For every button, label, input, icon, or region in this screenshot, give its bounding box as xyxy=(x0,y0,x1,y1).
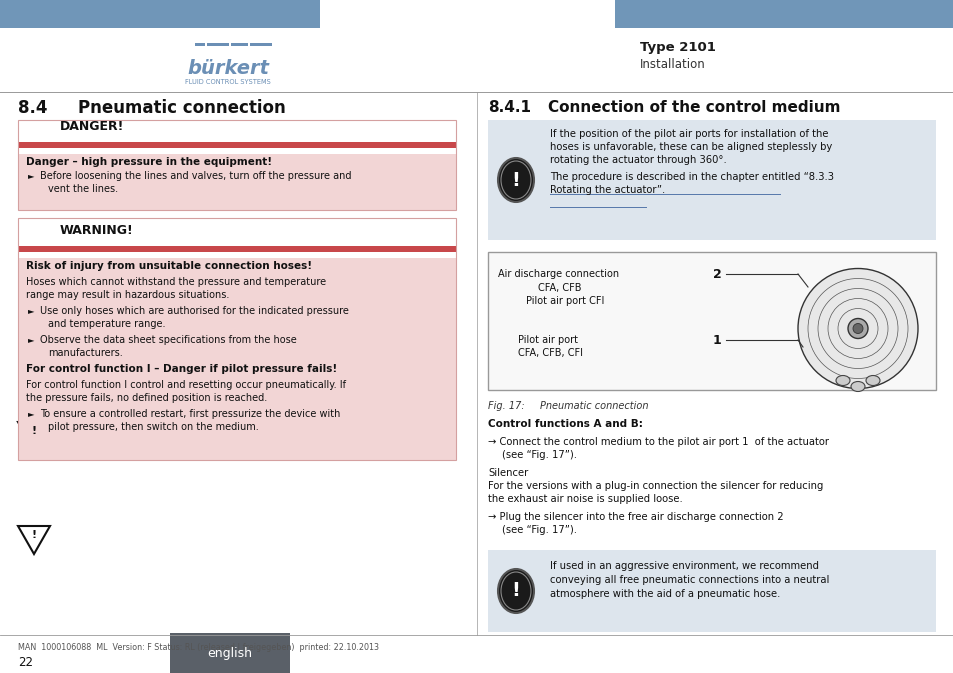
Text: Air discharge connection: Air discharge connection xyxy=(497,269,618,279)
Text: !: ! xyxy=(511,170,520,190)
FancyBboxPatch shape xyxy=(0,0,319,28)
Ellipse shape xyxy=(850,382,864,392)
Text: english: english xyxy=(208,647,253,660)
FancyBboxPatch shape xyxy=(18,246,456,252)
Text: Pilot air port CFI: Pilot air port CFI xyxy=(525,296,604,306)
Ellipse shape xyxy=(497,569,534,613)
Text: vent the lines.: vent the lines. xyxy=(48,184,118,194)
Text: 2: 2 xyxy=(712,267,721,281)
Text: CFA, CFB: CFA, CFB xyxy=(537,283,581,293)
FancyBboxPatch shape xyxy=(488,252,935,390)
Text: the pressure fails, no defined position is reached.: the pressure fails, no defined position … xyxy=(26,393,267,403)
Text: Pneumatic connection: Pneumatic connection xyxy=(78,99,286,117)
Text: range may result in hazardous situations.: range may result in hazardous situations… xyxy=(26,290,229,300)
Text: Connection of the control medium: Connection of the control medium xyxy=(547,100,840,116)
Text: conveying all free pneumatic connections into a neutral: conveying all free pneumatic connections… xyxy=(550,575,828,585)
FancyBboxPatch shape xyxy=(194,43,205,46)
Text: 1: 1 xyxy=(712,334,721,347)
FancyBboxPatch shape xyxy=(488,550,935,632)
Text: pilot pressure, then switch on the medium.: pilot pressure, then switch on the mediu… xyxy=(48,422,258,432)
Text: If the position of the pilot air ports for installation of the: If the position of the pilot air ports f… xyxy=(550,129,827,139)
Text: Pneumatic connection: Pneumatic connection xyxy=(539,401,648,411)
FancyBboxPatch shape xyxy=(18,154,456,210)
Text: rotating the actuator through 360°.: rotating the actuator through 360°. xyxy=(550,155,726,165)
Text: 8.4: 8.4 xyxy=(18,99,48,117)
Ellipse shape xyxy=(847,318,867,339)
FancyBboxPatch shape xyxy=(170,633,290,673)
Text: and temperature range.: and temperature range. xyxy=(48,319,165,329)
Text: !: ! xyxy=(511,581,520,600)
FancyBboxPatch shape xyxy=(18,142,456,148)
Text: !: ! xyxy=(31,426,36,436)
Text: Use only hoses which are authorised for the indicated pressure: Use only hoses which are authorised for … xyxy=(40,306,349,316)
FancyBboxPatch shape xyxy=(18,258,456,460)
Text: hoses is unfavorable, these can be aligned steplessly by: hoses is unfavorable, these can be align… xyxy=(550,142,831,152)
Text: MAN  1000106088  ML  Version: F Status: RL (released | freigegeben)  printed: 22: MAN 1000106088 ML Version: F Status: RL … xyxy=(18,643,378,653)
Ellipse shape xyxy=(852,324,862,334)
Text: Pilot air port: Pilot air port xyxy=(517,335,578,345)
Text: 8.4.1: 8.4.1 xyxy=(488,100,531,116)
Text: Silencer: Silencer xyxy=(488,468,528,478)
Text: !: ! xyxy=(31,530,36,540)
Text: Fig. 17:: Fig. 17: xyxy=(488,401,524,411)
Text: manufacturers.: manufacturers. xyxy=(48,348,123,358)
Text: Risk of injury from unsuitable connection hoses!: Risk of injury from unsuitable connectio… xyxy=(26,261,312,271)
Text: ►: ► xyxy=(28,336,34,345)
FancyBboxPatch shape xyxy=(615,0,953,28)
Text: 22: 22 xyxy=(18,656,33,670)
Text: the exhaust air noise is supplied loose.: the exhaust air noise is supplied loose. xyxy=(488,494,682,504)
FancyBboxPatch shape xyxy=(250,43,272,46)
FancyBboxPatch shape xyxy=(488,120,935,240)
Text: Before loosening the lines and valves, turn off the pressure and: Before loosening the lines and valves, t… xyxy=(40,171,351,181)
Text: bürkert: bürkert xyxy=(187,59,269,77)
Text: For the versions with a plug-in connection the silencer for reducing: For the versions with a plug-in connecti… xyxy=(488,481,822,491)
Text: WARNING!: WARNING! xyxy=(60,225,133,238)
Text: Type 2101: Type 2101 xyxy=(639,42,715,55)
Text: Observe the data sheet specifications from the hose: Observe the data sheet specifications fr… xyxy=(40,335,296,345)
Text: For control function I – Danger if pilot pressure fails!: For control function I – Danger if pilot… xyxy=(26,364,337,374)
Text: DANGER!: DANGER! xyxy=(60,120,124,133)
Text: (see “Fig. 17”).: (see “Fig. 17”). xyxy=(501,450,577,460)
Text: ►: ► xyxy=(28,306,34,316)
Text: atmosphere with the aid of a pneumatic hose.: atmosphere with the aid of a pneumatic h… xyxy=(550,589,780,599)
Text: CFA, CFB, CFI: CFA, CFB, CFI xyxy=(517,348,582,358)
Text: FLUID CONTROL SYSTEMS: FLUID CONTROL SYSTEMS xyxy=(185,79,271,85)
Text: To ensure a controlled restart, first pressurize the device with: To ensure a controlled restart, first pr… xyxy=(40,409,340,419)
Ellipse shape xyxy=(797,269,917,388)
FancyBboxPatch shape xyxy=(207,43,229,46)
Text: → Plug the silencer into the free air discharge connection 2: → Plug the silencer into the free air di… xyxy=(488,512,782,522)
FancyBboxPatch shape xyxy=(231,43,248,46)
Ellipse shape xyxy=(835,376,849,386)
Text: (see “Fig. 17”).: (see “Fig. 17”). xyxy=(501,525,577,535)
Text: Installation: Installation xyxy=(639,59,705,71)
Ellipse shape xyxy=(865,376,879,386)
Ellipse shape xyxy=(497,158,534,202)
Text: Hoses which cannot withstand the pressure and temperature: Hoses which cannot withstand the pressur… xyxy=(26,277,326,287)
Text: For control function I control and resetting occur pneumatically. If: For control function I control and reset… xyxy=(26,380,346,390)
Text: Rotating the actuator”.: Rotating the actuator”. xyxy=(550,185,664,195)
Text: → Connect the control medium to the pilot air port 1  of the actuator: → Connect the control medium to the pilo… xyxy=(488,437,828,447)
Text: The procedure is described in the chapter entitled “8.3.3: The procedure is described in the chapte… xyxy=(550,172,833,182)
Text: Control functions A and B:: Control functions A and B: xyxy=(488,419,642,429)
Text: If used in an aggressive environment, we recommend: If used in an aggressive environment, we… xyxy=(550,561,818,571)
Text: ►: ► xyxy=(28,172,34,180)
Text: Danger – high pressure in the equipment!: Danger – high pressure in the equipment! xyxy=(26,157,272,167)
Text: ►: ► xyxy=(28,409,34,419)
